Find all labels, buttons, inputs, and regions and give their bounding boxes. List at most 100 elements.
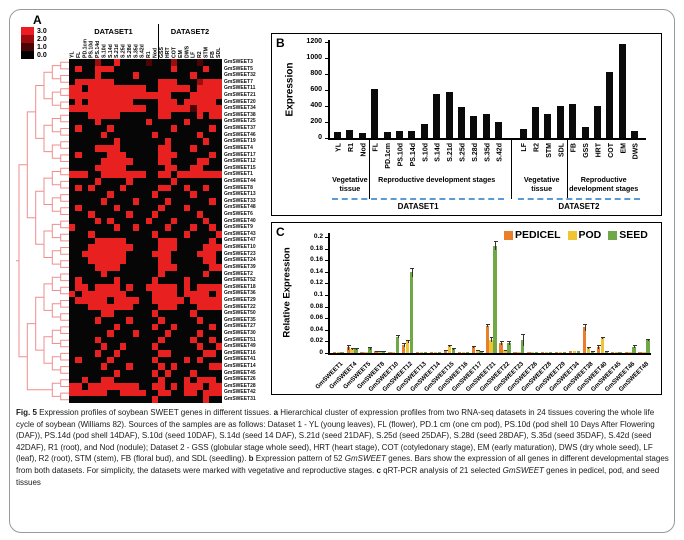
heatmap-cell xyxy=(139,310,146,317)
b-bar xyxy=(408,131,416,138)
b-x-label: S.14d xyxy=(435,143,442,162)
c-bar-seed xyxy=(535,352,539,353)
heatmap-cell xyxy=(151,131,159,139)
heatmap-cell xyxy=(88,369,95,377)
heatmap-cell xyxy=(113,144,120,152)
heatmap-cell xyxy=(132,396,140,403)
heatmap-cell xyxy=(100,389,108,397)
heatmap-cell xyxy=(120,72,127,79)
heatmap-cell xyxy=(196,290,203,298)
heatmap-cell xyxy=(113,343,120,351)
heatmap-cell xyxy=(183,389,191,397)
color-scale-row: 2.0 xyxy=(21,35,47,43)
heatmap-cell xyxy=(164,283,171,291)
heatmap-cell xyxy=(177,72,184,79)
c-y-tick-label: 0.16 xyxy=(310,256,323,264)
b-y-tick-mark xyxy=(325,106,328,107)
c-error-bar xyxy=(453,347,455,351)
c-bar-pod xyxy=(531,352,535,353)
heatmap-cell xyxy=(120,224,127,231)
heatmap-cell xyxy=(215,270,222,278)
heatmap-cell xyxy=(145,356,152,364)
c-error-cap xyxy=(350,347,355,349)
heatmap-cell xyxy=(69,336,76,344)
heatmap-cell xyxy=(196,383,203,390)
heatmap-cell xyxy=(202,65,210,73)
heatmap-cell xyxy=(215,105,222,112)
b-bar xyxy=(334,131,341,138)
heatmap-cell xyxy=(183,138,191,145)
heatmap-cell xyxy=(215,376,222,384)
heatmap-cell xyxy=(94,138,101,145)
heatmap-cell xyxy=(183,105,191,112)
c-y-tick-label: 0.06 xyxy=(310,314,323,322)
heatmap-row-label: GmSWEET34 xyxy=(224,105,256,112)
heatmap-cell xyxy=(190,144,197,152)
heatmap-cell xyxy=(132,350,140,357)
heatmap-cell xyxy=(69,138,76,145)
heatmap-cell xyxy=(202,151,210,159)
heatmap-column-label: S.21d xyxy=(114,44,120,58)
heatmap-cell xyxy=(164,78,171,86)
heatmap-cell xyxy=(132,283,140,291)
heatmap-cell xyxy=(202,244,210,251)
heatmap-cell xyxy=(132,316,140,324)
heatmap-cell xyxy=(81,383,89,390)
heatmap-cell xyxy=(145,336,152,344)
heatmap-cell xyxy=(183,283,191,291)
heatmap-cell xyxy=(100,78,108,86)
heatmap-cell xyxy=(107,178,114,185)
heatmap-cell xyxy=(145,350,152,357)
heatmap-cell xyxy=(202,204,210,212)
heatmap-cell xyxy=(69,85,76,93)
b-y-tick-label: 200 xyxy=(310,118,322,125)
c-error-cap xyxy=(471,346,476,348)
heatmap-cell xyxy=(145,389,152,397)
heatmap-cell xyxy=(196,171,203,179)
heatmap-cell xyxy=(183,178,191,185)
heatmap-column-label: PS.14d xyxy=(95,41,101,58)
heatmap-cell xyxy=(209,343,216,351)
heatmap-cell xyxy=(151,290,159,298)
heatmap-cell xyxy=(202,310,210,317)
heatmap-column-labels: YL FL PD.1cm PS.10d PS.14d S.10d S.14d S.21d S.2… xyxy=(70,39,223,58)
heatmap-cell xyxy=(196,111,203,119)
heatmap-cell xyxy=(151,118,159,126)
heatmap-cell xyxy=(215,164,222,172)
heatmap-cell xyxy=(75,217,82,225)
heatmap-row-labels: GmSWEET3 GmSWEET5 GmSWEET32 GmSWEET7 GmSWEET… xyxy=(224,59,274,403)
heatmap-cell xyxy=(190,138,197,145)
heatmap-cell xyxy=(164,164,171,172)
heatmap-cell xyxy=(126,164,133,172)
heatmap-cell xyxy=(158,178,165,185)
heatmap-cell xyxy=(190,105,197,112)
heatmap-cell xyxy=(75,197,82,205)
heatmap-cell xyxy=(75,396,82,403)
heatmap-cell xyxy=(113,224,120,231)
heatmap-cell xyxy=(100,204,108,212)
c-bar-pedicel xyxy=(471,347,475,353)
heatmap-cell xyxy=(190,303,197,311)
heatmap-cell xyxy=(126,283,133,291)
heatmap-row-label: GmSWEET49 xyxy=(224,343,256,350)
heatmap-cell xyxy=(69,78,76,86)
heatmap-cell xyxy=(215,237,222,245)
heatmap-cell xyxy=(171,264,178,271)
panel-b-label: B xyxy=(276,36,285,50)
heatmap-cell xyxy=(164,303,171,311)
heatmap-cell xyxy=(196,78,203,86)
heatmap-cell xyxy=(183,343,191,351)
heatmap-cell xyxy=(126,131,133,139)
heatmap-row-label: GmSWEET14 xyxy=(224,363,256,370)
heatmap-cell xyxy=(215,191,222,198)
heatmap-cell xyxy=(164,197,171,205)
heatmap-cell xyxy=(209,230,216,238)
heatmap-cell xyxy=(145,105,152,112)
heatmap-cell xyxy=(132,211,140,218)
heatmap-cell xyxy=(132,98,140,106)
heatmap-cell xyxy=(151,151,159,159)
heatmap-cell xyxy=(190,197,197,205)
heatmap-cell xyxy=(113,151,120,159)
legend-swatch xyxy=(608,230,618,240)
heatmap-cell xyxy=(177,323,184,331)
